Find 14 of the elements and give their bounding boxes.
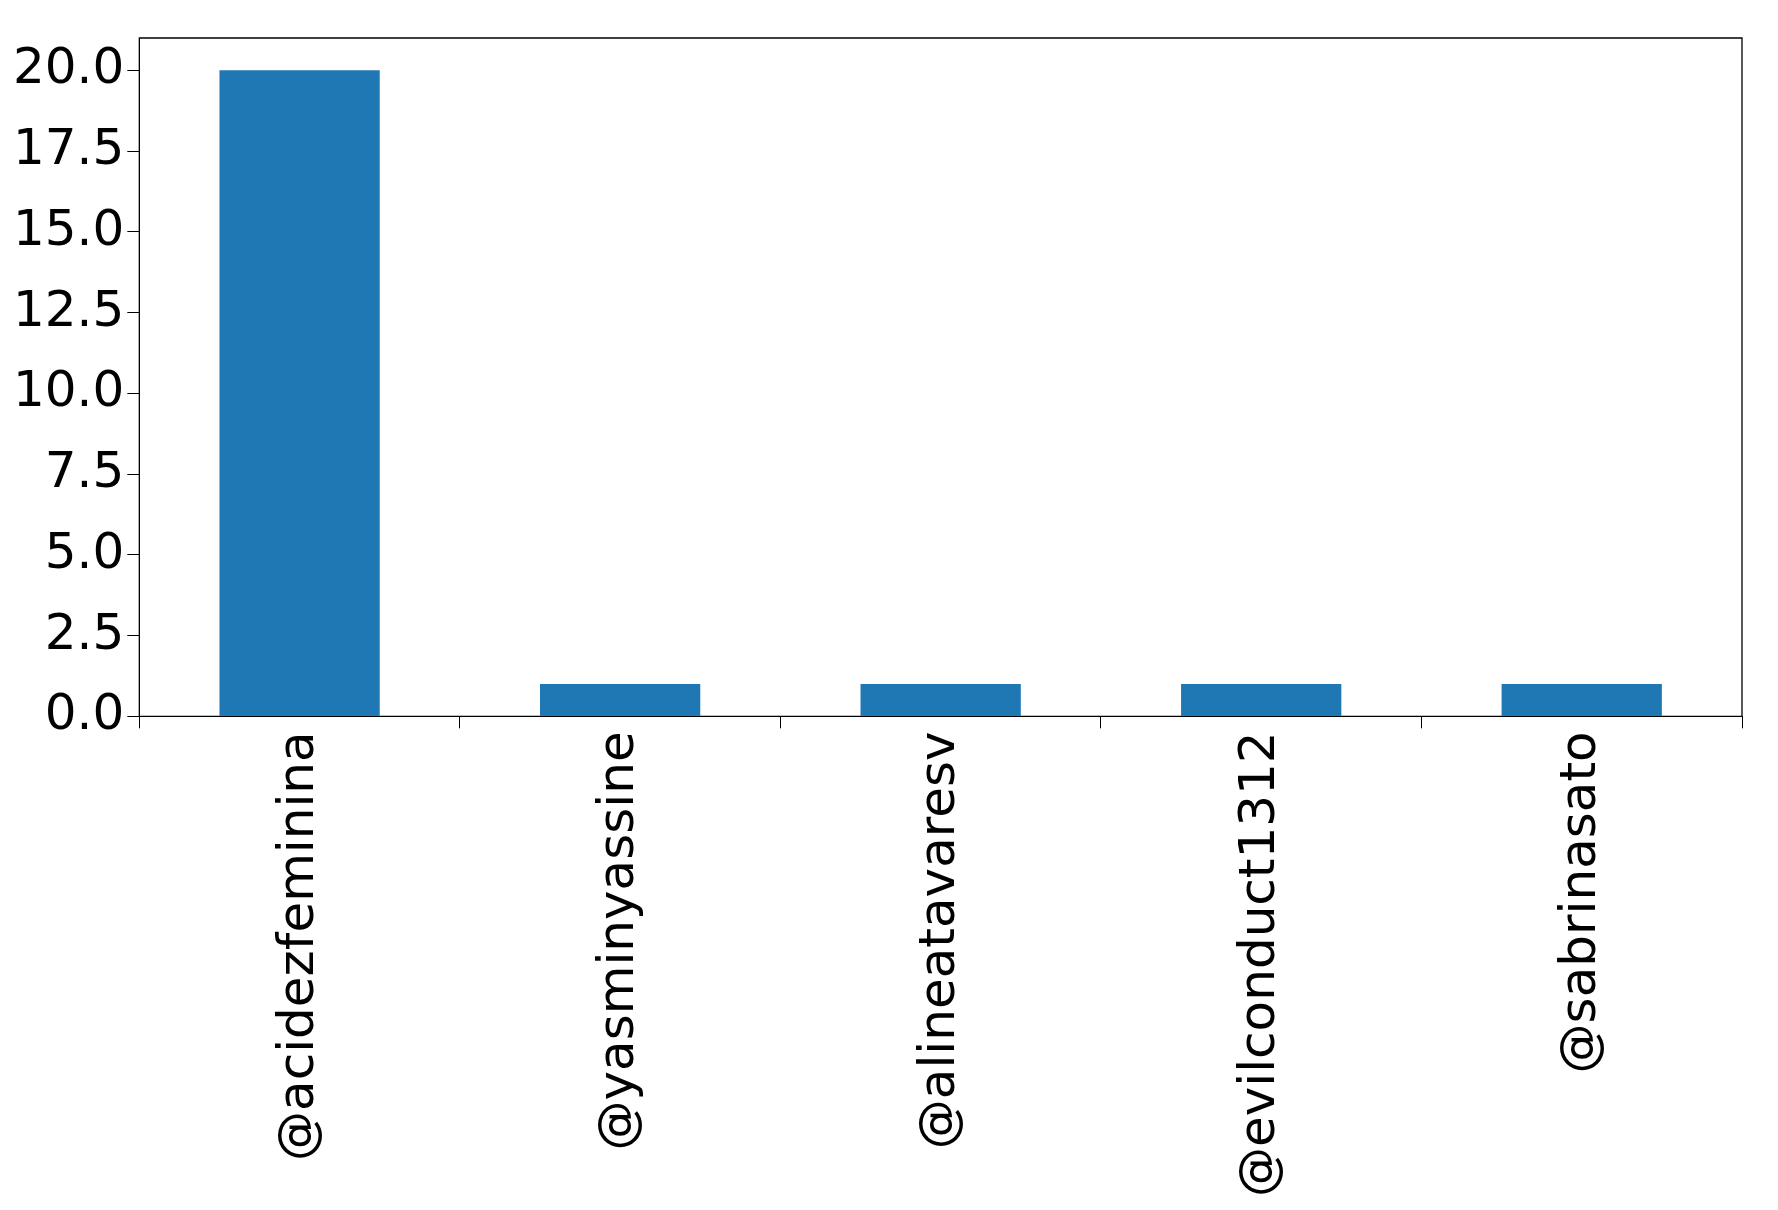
y-tick-label: 0.0 xyxy=(44,683,125,742)
y-tick-label: 15.0 xyxy=(13,198,125,257)
y-tick-label: 2.5 xyxy=(44,602,125,661)
y-tick-label: 5.0 xyxy=(44,521,125,580)
y-tick-label: 20.0 xyxy=(13,37,125,96)
x-tick-label: @acidezfeminina xyxy=(266,731,325,1161)
x-tick-label: @sabrinasato xyxy=(1548,731,1607,1074)
y-tick-label: 17.5 xyxy=(13,118,125,177)
x-tick-label: @yasminyassine xyxy=(587,731,646,1151)
y-tick-label: 10.0 xyxy=(13,360,125,419)
y-tick-label: 12.5 xyxy=(13,279,125,338)
x-tick-label: @alineatavaresv xyxy=(907,731,966,1150)
y-tick-label: 7.5 xyxy=(44,441,125,500)
x-tick-label: @evilconduct1312 xyxy=(1228,731,1287,1198)
